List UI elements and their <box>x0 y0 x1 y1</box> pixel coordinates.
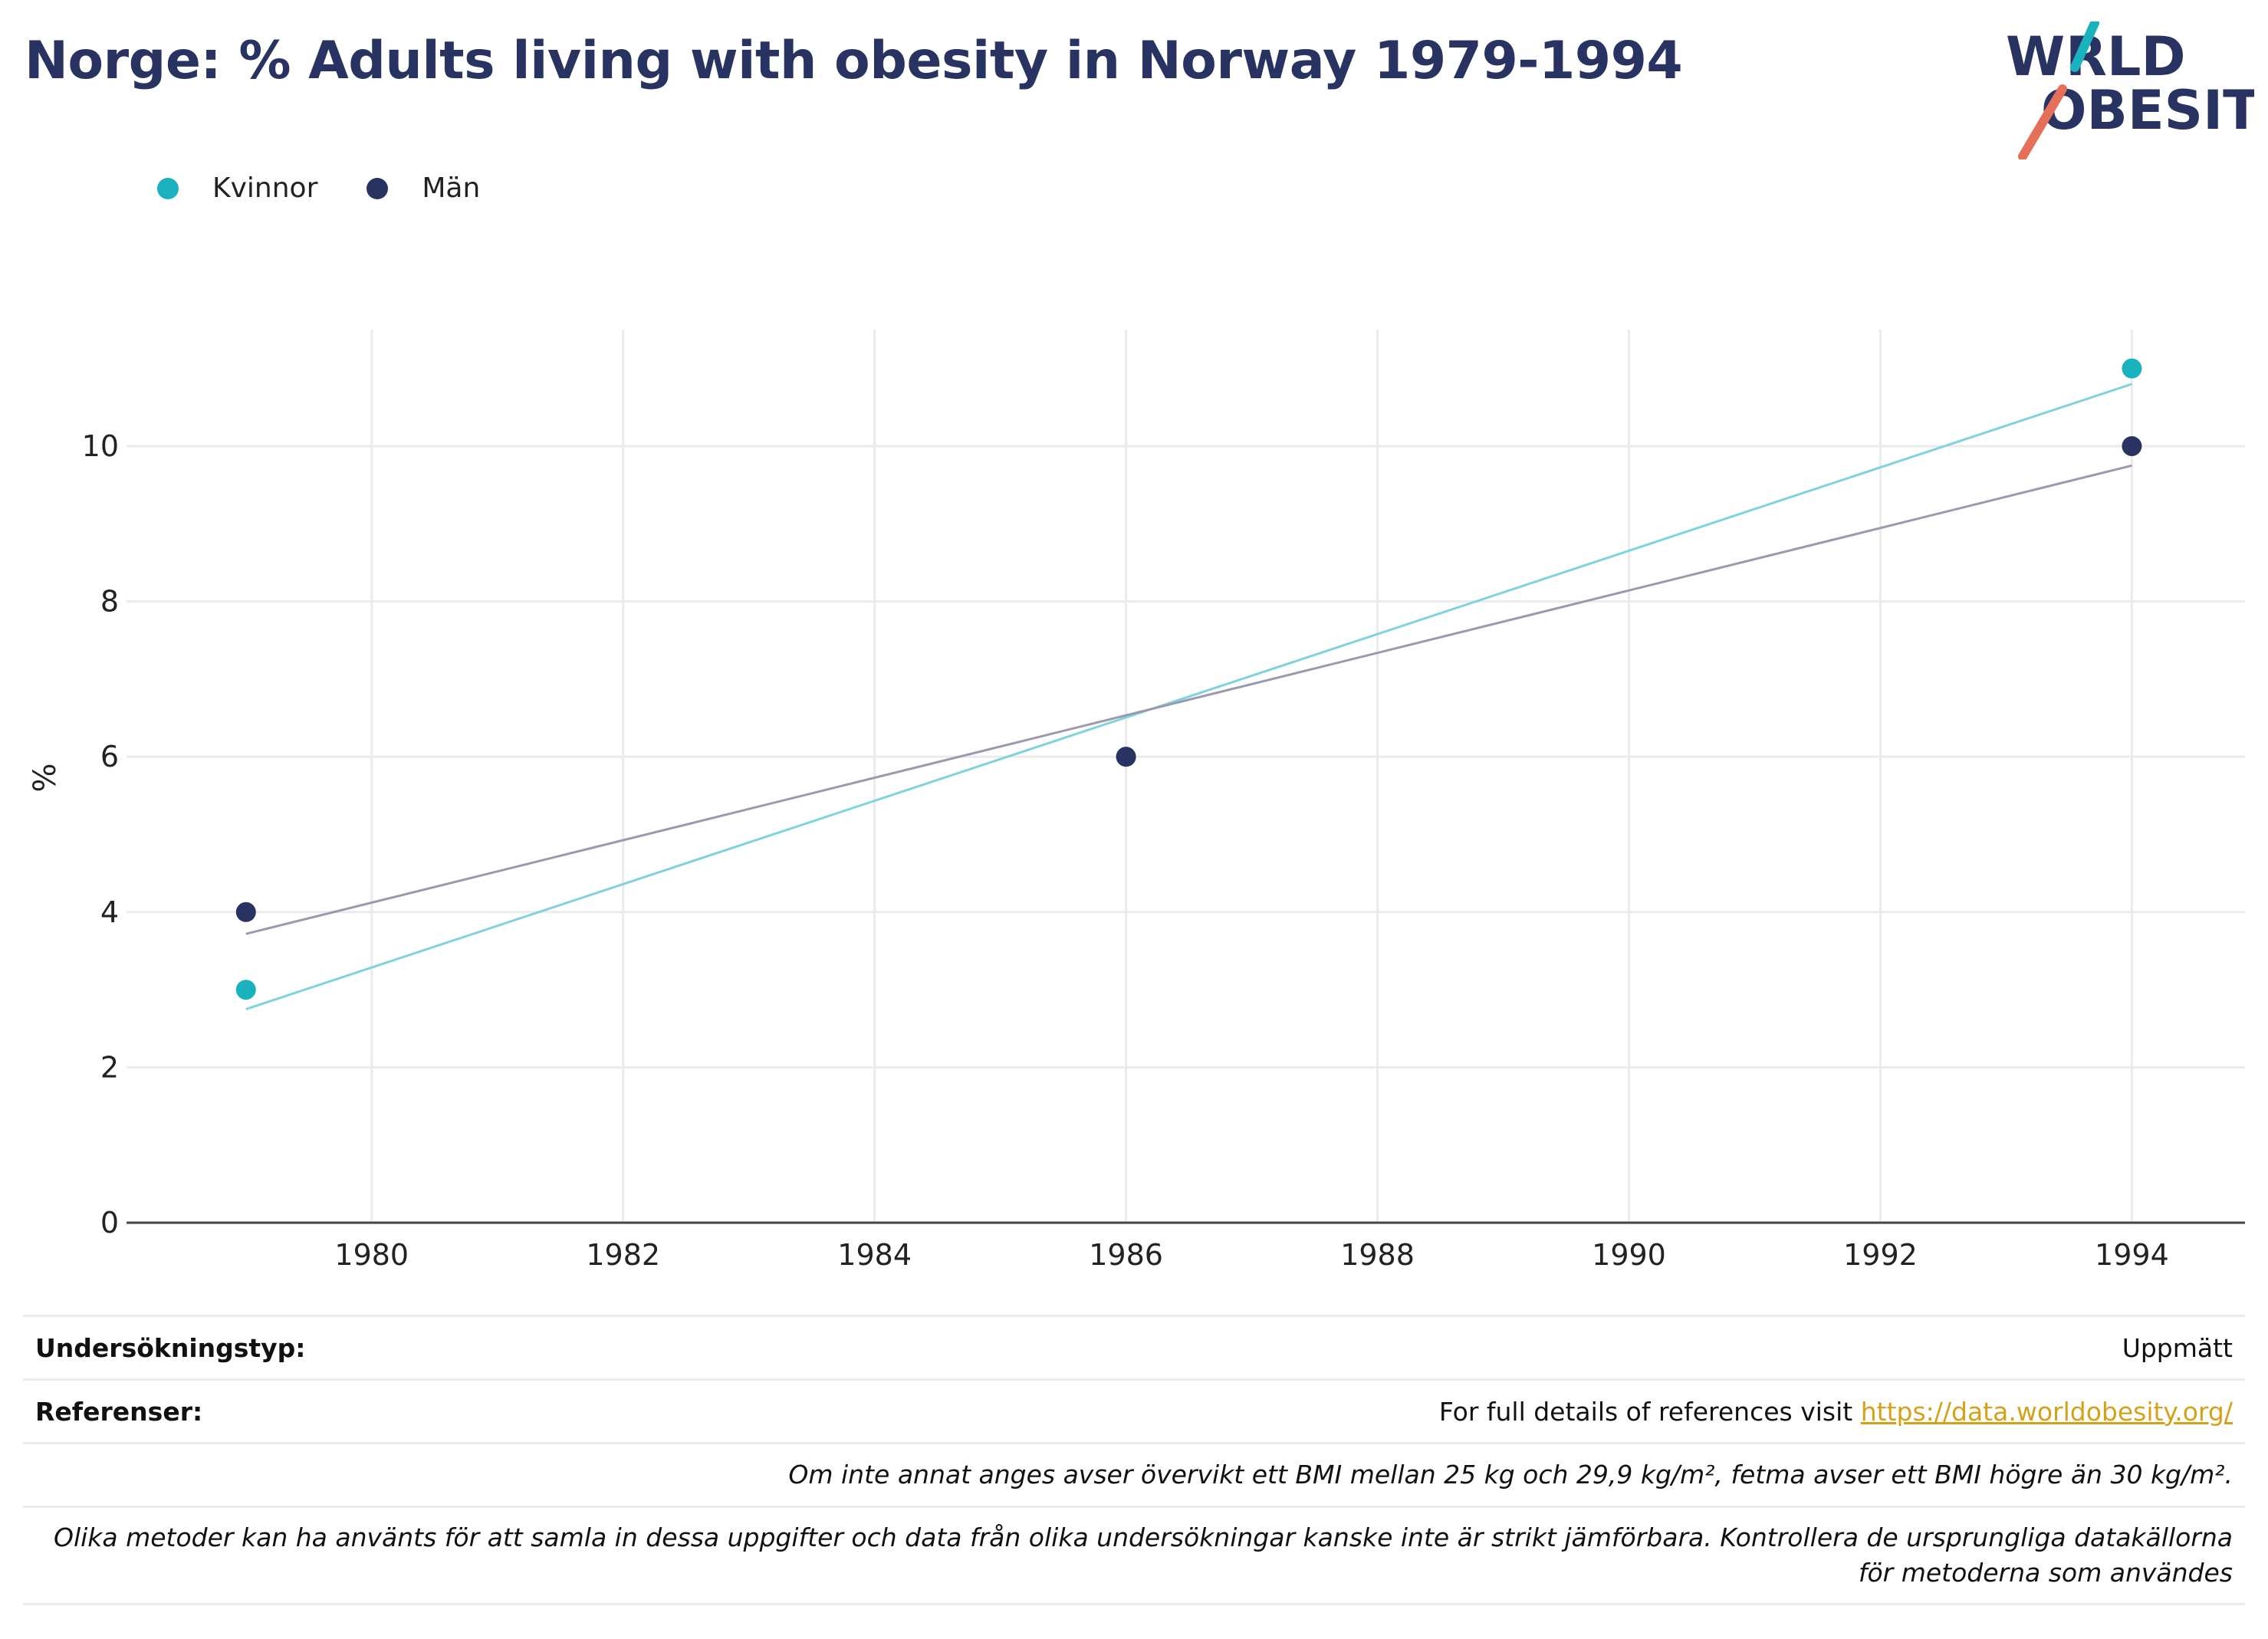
legend-item-man[interactable]: Män <box>366 172 480 204</box>
legend-marker-man <box>366 177 389 199</box>
trend-line-man <box>245 464 2132 935</box>
y-axis-label: % <box>28 763 63 792</box>
legend-marker-kvinnor <box>157 177 179 199</box>
y-tick-label: 0 <box>100 1206 119 1240</box>
references-row: Referenser: For full details of referenc… <box>23 1378 2245 1442</box>
svg-text:OBESITY: OBESITY <box>2041 79 2254 142</box>
y-tick-label: 4 <box>100 895 119 929</box>
references-value: For full details of references visit htt… <box>1439 1397 2233 1427</box>
legend-label-kvinnor: Kvinnor <box>212 172 318 204</box>
x-tick-label: 1994 <box>2095 1238 2169 1272</box>
note-row-2: Olika metoder kan ha använts för att sam… <box>23 1506 2245 1605</box>
note-row-1: Om inte annat anges avser övervikt ett B… <box>23 1442 2245 1506</box>
info-table: Undersökningstyp: Uppmätt Referenser: Fo… <box>23 1315 2245 1605</box>
data-point-kvinnor <box>2122 358 2142 379</box>
survey-type-label: Undersökningstyp: <box>35 1332 306 1363</box>
trend-line-kvinnor <box>245 383 2132 1010</box>
y-tick-label: 6 <box>100 740 119 774</box>
chart-plot: 0 2 4 6 8 10 1980 1982 1984 1986 1988 1990 1992 1994% <box>28 330 2245 1272</box>
data-point-man <box>235 902 256 922</box>
x-tick-label: 1980 <box>334 1238 409 1272</box>
survey-type-value: Uppmätt <box>2122 1332 2233 1363</box>
references-link[interactable]: https://data.worldobesity.org/ <box>1860 1396 2233 1427</box>
world-obesity-logo: W RLD OBESITY <box>2006 21 2254 159</box>
x-tick-label: 1992 <box>1843 1238 1918 1272</box>
legend-label-man: Män <box>422 172 481 204</box>
chart-legend: Kvinnor Män <box>157 172 529 204</box>
svg-text:W: W <box>2006 25 2065 88</box>
x-tick-label: 1984 <box>837 1238 912 1272</box>
x-tick-label: 1986 <box>1089 1238 1163 1272</box>
methods-note: Olika metoder kan ha använts för att sam… <box>53 1522 2233 1588</box>
y-tick-label: 10 <box>82 429 119 463</box>
page-title: Norge: % Adults living with obesity in N… <box>25 31 1683 91</box>
data-point-kvinnor <box>235 980 256 1000</box>
legend-item-kvinnor[interactable]: Kvinnor <box>157 172 317 204</box>
x-tick-label: 1990 <box>1592 1238 1666 1272</box>
bmi-note: Om inte annat anges avser övervikt ett B… <box>788 1460 2233 1490</box>
y-tick-label: 8 <box>100 585 119 619</box>
y-tick-label: 2 <box>100 1050 119 1084</box>
references-label: Referenser: <box>35 1396 203 1427</box>
survey-type-row: Undersökningstyp: Uppmätt <box>23 1315 2245 1378</box>
data-point-man <box>2122 435 2142 456</box>
data-point-man <box>1116 747 1136 767</box>
x-tick-label: 1988 <box>1340 1238 1415 1272</box>
x-tick-label: 1982 <box>586 1238 660 1272</box>
references-text: For full details of references visit <box>1438 1396 1861 1427</box>
